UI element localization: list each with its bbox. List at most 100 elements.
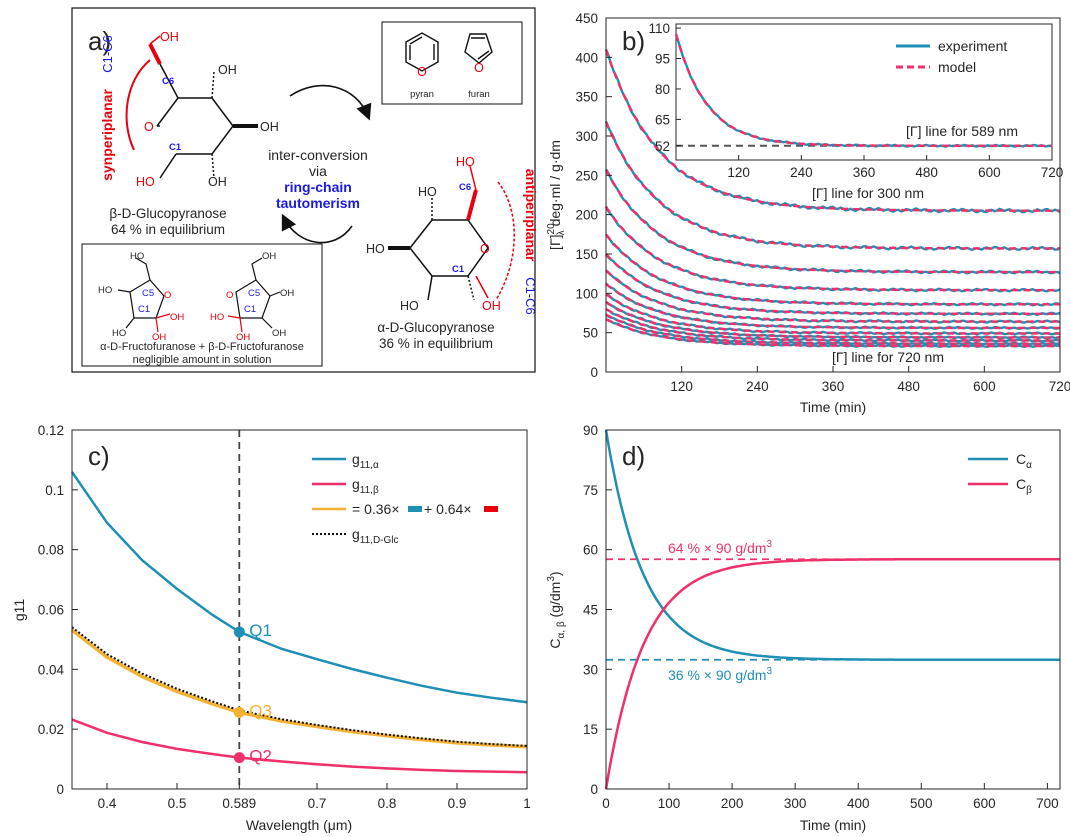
alpha-c6-oh: HO <box>456 155 475 169</box>
panel-d-xlabel: Time (min) <box>800 817 866 833</box>
panel-b-annot-300: [Γ] line for 300 nm <box>812 185 924 201</box>
panel-b-label: b) <box>622 26 645 56</box>
alpha-oh-2: HO <box>366 242 385 256</box>
legend-g-glc: g11,D-Glc <box>352 526 399 546</box>
legend-mix-part2: + 0.64× <box>424 501 472 517</box>
model-curve <box>604 169 1060 274</box>
panel-b-ylabel: [Γ]20λ deg·ml / g·dm <box>546 140 567 250</box>
fructo-a-oh-1: OH <box>170 312 184 323</box>
fructo-a-ho-1: HO <box>130 251 144 262</box>
panel-c-xtick-label: 0.4 <box>98 796 117 811</box>
panel-b-ytick-label: 250 <box>575 168 598 183</box>
antiperiplanar-label: antiperiplanar <box>523 169 539 262</box>
inset-ytick-label: 65 <box>655 112 670 127</box>
panel-c-ytick-label: 0.08 <box>38 543 64 558</box>
inset-model-curve <box>674 33 1052 147</box>
panel-c-ytick-label: 0 <box>56 782 64 797</box>
fructo-b-oh-2: OH <box>280 288 294 299</box>
alpha-c1-oh: OH <box>482 299 501 313</box>
panel-d-label: d) <box>622 441 645 471</box>
inset-ytick-label: 80 <box>655 82 670 97</box>
panel-c-xtick-label: 1 <box>523 796 531 811</box>
point-label: Q1 <box>249 621 272 640</box>
conversion-text-3: ring-chain <box>284 179 352 195</box>
inset-xtick-label: 360 <box>853 165 876 180</box>
panel-c-xtick-label: 0.8 <box>378 796 397 811</box>
series-line <box>71 718 528 774</box>
model-curve <box>605 313 1060 345</box>
panel-d-ytick-label: 90 <box>583 423 598 438</box>
panel-c-xtick-label: 0.5 <box>168 796 187 811</box>
model-curve <box>605 300 1060 339</box>
panel-d-legend: Cα Cβ <box>968 451 1032 496</box>
fructo-a-ho-2: HO <box>98 285 112 296</box>
fructo-note: negligible amount in solution <box>133 354 272 366</box>
panel-b-ytick-label: 0 <box>590 365 598 380</box>
arrow-forward-icon <box>289 84 372 121</box>
model-curve <box>605 282 1060 330</box>
panel-c-ytick-label: 0.04 <box>38 662 65 677</box>
panel-b-ytick-label: 300 <box>575 129 598 144</box>
beta-c1-oh: HO <box>136 175 155 189</box>
legend-model: model <box>938 59 976 75</box>
model-curve <box>604 121 1060 250</box>
panel-d-chart: 0 100 200 300 400 500 600 700 0 15 30 45 60 75 90 d) T… <box>546 423 1061 833</box>
panel-d-xtick-label: 600 <box>973 796 996 811</box>
panel-c-chart: Q1 Q3 Q2 0.4 0.5 0.589 0.7 0.8 0.9 1 0 0.02 0.04 0.0… <box>11 423 531 833</box>
conversion-text-4: tautomerism <box>276 195 360 211</box>
beta-c6-label: C6 <box>162 76 174 87</box>
panel-b-xtick-label: 720 <box>1049 379 1070 394</box>
panel-b-ytick-label: 50 <box>583 326 598 341</box>
panel-c-ytick-label: 0.1 <box>45 483 64 498</box>
model-curve <box>604 49 1060 212</box>
panel-b-chart: 120 240 360 480 600 720 0 50 100 150 200 250 300 350 4… <box>546 11 1070 415</box>
fructo-b-oh-4: OH <box>236 332 250 343</box>
panel-c-xtick-label: 0.7 <box>308 796 327 811</box>
fructo-a-o: O <box>164 290 171 301</box>
alpha-name: α-D-Glucopyranose <box>377 320 494 335</box>
arrow-backward-icon <box>281 213 353 244</box>
point-marker <box>233 752 245 764</box>
legend-mix-beta-block <box>484 506 498 512</box>
panel-b-xtick-label: 480 <box>897 379 920 394</box>
panel-b-xlabel: Time (min) <box>800 399 866 415</box>
inset-annotation: [Γ] line for 589 nm <box>906 123 1018 139</box>
panel-a-scheme: a) O pyran O furan <box>71 7 539 373</box>
inset-xtick-label: 480 <box>915 165 938 180</box>
concentration-curve <box>604 429 1060 662</box>
panel-c-legend: g11,α g11,β = 0.36× + 0.64× g11,D-Glc <box>312 451 498 546</box>
fructo-b-o: O <box>226 290 233 301</box>
alpha-oh-3: HO <box>400 299 419 313</box>
inset-ytick-label: 52 <box>655 139 670 154</box>
panel-d-ytick-label: 15 <box>583 722 598 737</box>
inset-ytick-label: 95 <box>655 52 670 67</box>
fructo-a-oh-2: OH <box>152 332 166 343</box>
inset-ytick-label: 110 <box>648 21 670 36</box>
fructo-b-ho-1: HO <box>210 312 224 323</box>
furan-structure <box>464 33 493 64</box>
panel-b-xtick-label: 600 <box>973 379 996 394</box>
panel-d-xtick-label: 300 <box>784 796 807 811</box>
fructo-b-c1: C1 <box>244 304 256 315</box>
series-line <box>70 628 528 749</box>
point-label: Q3 <box>249 701 272 720</box>
panel-c-ytick-label: 0.12 <box>38 423 64 438</box>
model-curve <box>605 293 1060 335</box>
legend-mix-part1: = 0.36× <box>352 501 400 517</box>
beta-oh-3: OH <box>208 175 227 189</box>
hline-alpha-label: 36 % × 90 g/dm3 <box>668 666 772 683</box>
beta-oh-1: OH <box>218 63 237 77</box>
beta-c1-label: C1 <box>169 142 182 153</box>
legend-mix-alpha-block <box>408 506 422 512</box>
point-marker <box>233 626 245 638</box>
panel-c-ylabel: g11 <box>11 599 27 622</box>
beta-percent: 64 % in equilibrium <box>111 222 225 237</box>
pyran-structure <box>405 32 439 72</box>
alpha-oh-1: HO <box>418 185 437 199</box>
panel-a-label: a) <box>88 26 111 56</box>
fructo-a-ho-3: HO <box>112 328 126 339</box>
alpha-glucopyranose-structure <box>388 165 515 301</box>
beta-ring-oxygen: O <box>144 120 154 134</box>
panel-b-ytick-label: 400 <box>575 50 598 65</box>
